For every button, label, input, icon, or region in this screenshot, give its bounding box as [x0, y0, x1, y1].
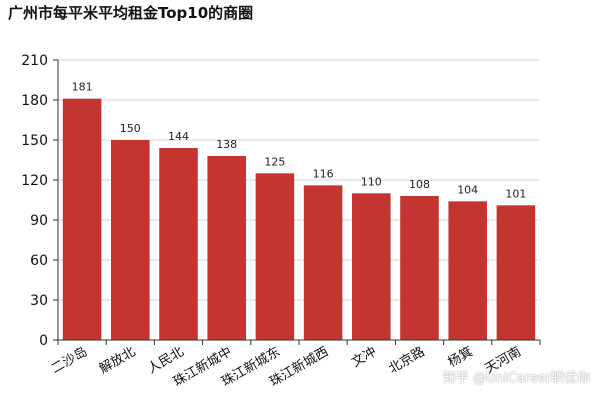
y-tick-label: 60: [30, 253, 48, 269]
y-tick-label: 120: [21, 173, 48, 189]
data-label: 101: [505, 187, 526, 200]
bar: [159, 148, 198, 340]
bars: [62, 98, 536, 341]
category-label: 解放北: [97, 344, 138, 376]
y-tick-label: 0: [39, 333, 48, 349]
category-label: 文冲: [349, 344, 379, 370]
y-axis: 0 30 60 90 120 150 180 210: [21, 53, 59, 349]
y-tick-label: 150: [21, 133, 48, 149]
data-label: 110: [361, 175, 382, 188]
chart-title: 广州市每平米平均租金Top10的商圈: [8, 4, 254, 22]
category-label: 二沙岛: [48, 344, 90, 377]
watermark: 知乎 @UniCareer职优你: [443, 371, 590, 386]
data-label: 181: [72, 81, 93, 94]
y-tick-label: 210: [21, 53, 48, 69]
bar: [62, 98, 102, 341]
data-label: 138: [216, 138, 237, 151]
bar: [400, 196, 439, 340]
y-tick-label: 30: [30, 293, 48, 309]
bar: [352, 193, 391, 340]
y-tick-label: 90: [30, 213, 48, 229]
category-label: 北京路: [386, 344, 428, 377]
bar: [448, 201, 487, 340]
data-label: 116: [313, 167, 334, 180]
bar: [111, 140, 150, 340]
y-tick-label: 180: [21, 93, 48, 109]
data-label: 150: [120, 122, 141, 135]
bar: [496, 205, 536, 340]
bar: [207, 156, 246, 340]
data-label: 144: [168, 130, 189, 143]
data-label: 104: [457, 183, 478, 196]
data-labels: 181 150 144 138 125 116 110 108 104 101: [72, 81, 527, 201]
bar: [255, 173, 295, 340]
bar: [303, 185, 343, 340]
data-label: 125: [264, 155, 285, 168]
data-label: 108: [409, 178, 430, 191]
